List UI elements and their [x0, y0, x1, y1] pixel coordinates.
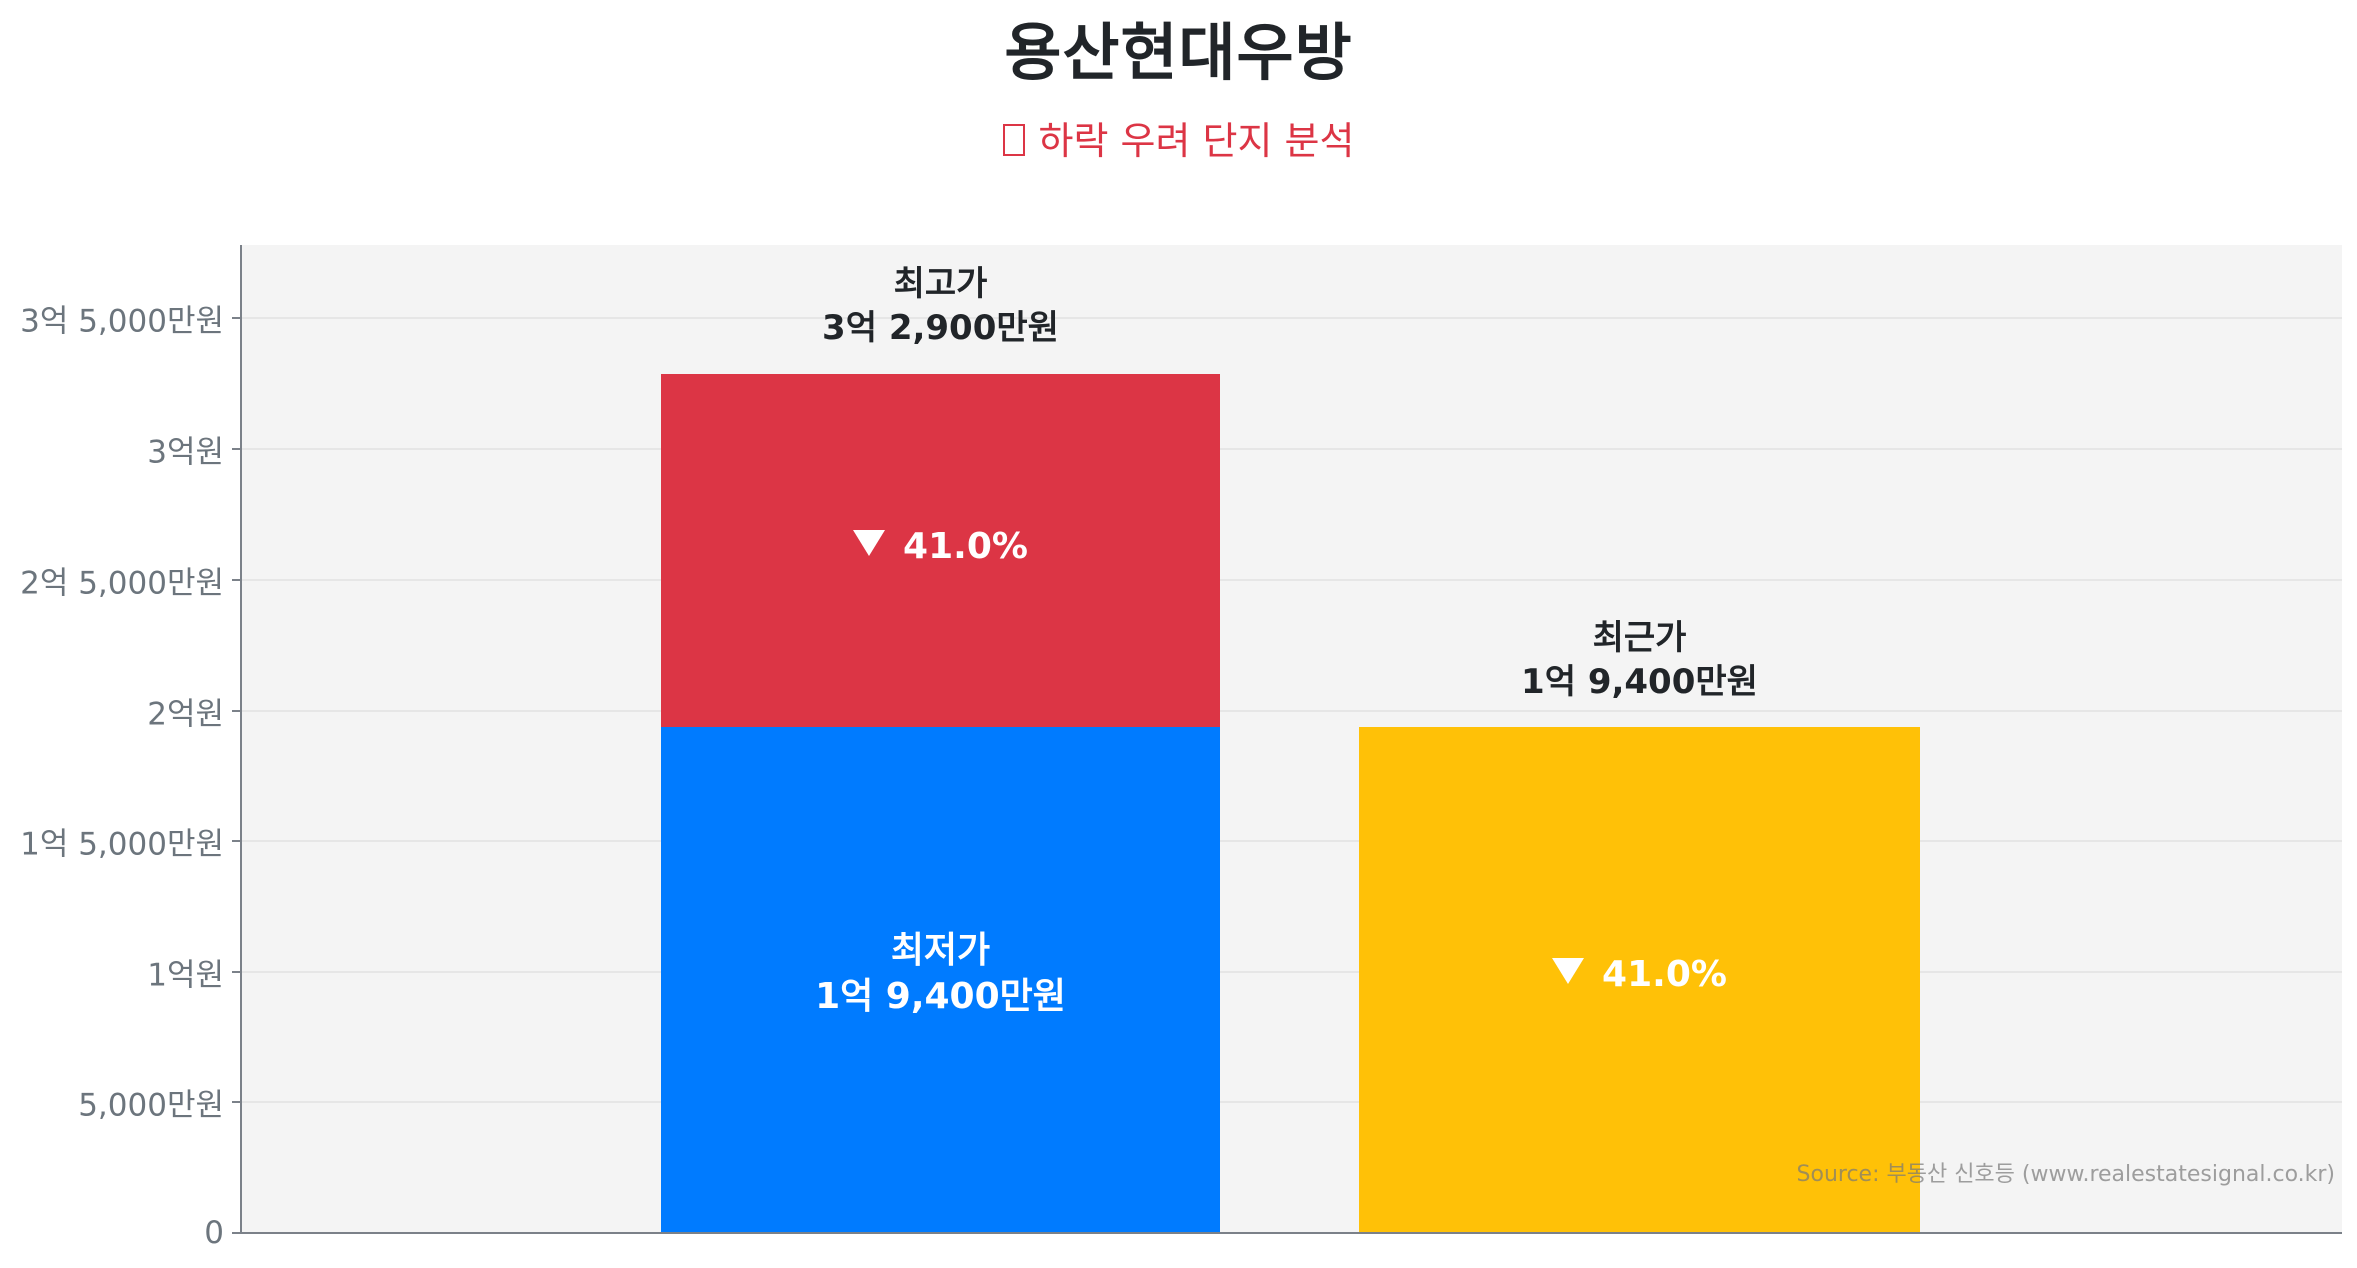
y-axis: [240, 245, 242, 1234]
max-price-title: 최고가: [893, 264, 988, 304]
bar-max-price-segment: [661, 374, 1220, 727]
y-tick: [232, 1101, 241, 1103]
max-drop-label: 41.0%: [661, 524, 1220, 570]
drop-percent: 41.0%: [903, 526, 1028, 567]
y-tick-label: 0: [204, 1215, 224, 1251]
x-axis: [240, 1232, 2342, 1234]
gridline: [241, 579, 2342, 581]
max-price-label: 최고가 3억 2,900만원: [661, 262, 1220, 350]
min-price-value: 1억 9,400만원: [815, 976, 1066, 1017]
y-tick-label: 5,000만원: [78, 1087, 224, 1124]
gridline: [241, 971, 2342, 973]
gridline: [241, 710, 2342, 712]
y-tick-label: 2억원: [147, 696, 224, 733]
recent-price-label: 최근가 1억 9,400만원: [1359, 616, 1920, 704]
subtitle-text: 하락 우려 단지 분석: [1038, 119, 1355, 163]
gridline: [241, 840, 2342, 842]
gridline: [241, 317, 2342, 319]
recent-drop-label: 41.0%: [1359, 952, 1920, 998]
y-tick-label: 3억 5,000만원: [20, 303, 224, 340]
y-tick: [232, 317, 241, 319]
drop-percent: 41.0%: [1602, 954, 1727, 995]
recent-price-value: 1억 9,400만원: [1521, 662, 1758, 702]
y-tick: [232, 971, 241, 973]
plot-area: [241, 245, 2342, 1232]
down-triangle-icon: [853, 530, 886, 556]
max-price-value: 3억 2,900만원: [822, 308, 1059, 348]
bar-min-price: [661, 727, 1220, 1232]
recent-price-title: 최근가: [1592, 618, 1687, 658]
y-tick-label: 1억원: [147, 957, 224, 994]
y-tick: [232, 840, 241, 842]
y-tick: [232, 710, 241, 712]
missing-emoji-glyph-icon: [1002, 124, 1025, 156]
y-tick-label: 2억 5,000만원: [20, 565, 224, 602]
min-price-label: 최저가 1억 9,400만원: [661, 928, 1220, 1020]
y-tick-label: 3억원: [147, 434, 224, 471]
min-price-title: 최저가: [890, 930, 991, 971]
page-title: 용산현대우방: [1004, 16, 1353, 89]
y-tick: [232, 1232, 241, 1234]
y-tick: [232, 448, 241, 450]
bar-recent-price: [1359, 727, 1920, 1232]
y-tick: [232, 579, 241, 581]
source-credit: Source: 부동산 신호등 (www.realestatesignal.co…: [1796, 1162, 2335, 1187]
subtitle: 하락 우려 단지 분석: [0, 110, 2357, 165]
y-tick-label: 1억 5,000만원: [20, 826, 224, 863]
gridline: [241, 448, 2342, 450]
gridline: [241, 1101, 2342, 1103]
down-triangle-icon: [1552, 958, 1585, 984]
